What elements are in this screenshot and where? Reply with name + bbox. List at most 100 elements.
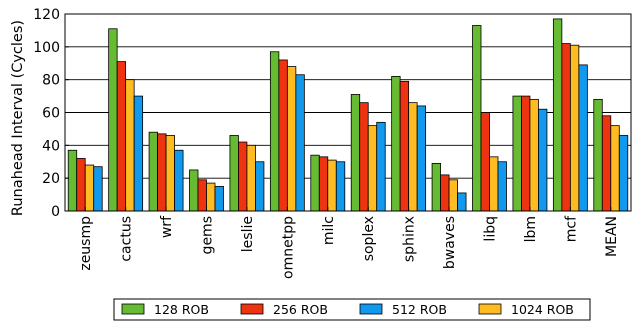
bar-group-bwaves: [431, 162, 467, 212]
legend-swatch: [359, 303, 383, 315]
bar-group-libq: [472, 25, 507, 212]
bar-group-gems: [189, 169, 224, 212]
bar-group-omnetpp: [269, 51, 305, 212]
x-tick-label: bwaves: [442, 216, 458, 269]
bar-1024-rob: [408, 102, 418, 212]
y-tick-label: 0: [51, 204, 60, 220]
y-tick-label: 40: [42, 138, 60, 154]
bar-group-wrf: [148, 131, 184, 212]
bar-1024-rob: [327, 159, 337, 212]
bar-512-rob: [376, 121, 386, 212]
bar-256-rob: [601, 115, 612, 212]
bar-1024-rob: [165, 135, 175, 212]
x-tick-label: mcf: [563, 215, 579, 242]
bar-128-rob: [229, 135, 239, 212]
bar-512-rob: [618, 135, 629, 212]
bar-128-rob: [148, 131, 158, 212]
y-tick-label: 120: [33, 7, 60, 23]
bar-group-zeusmp: [67, 149, 103, 212]
legend-item-256-rob: 256 ROB: [240, 302, 328, 317]
y-axis-label: Runahead Interval (Cycles): [10, 20, 26, 216]
bar-group-soplex: [350, 94, 386, 212]
bar-1024-rob: [125, 79, 135, 212]
bar-group-lbm: [512, 95, 548, 212]
x-axis: zeusmp cactus wrf gems leslie omnetpp milc sopl…: [78, 207, 620, 279]
bar-256-rob: [238, 141, 248, 212]
bar-256-rob: [278, 59, 288, 212]
bar-128-rob: [593, 98, 603, 212]
bar-512-rob: [255, 161, 265, 212]
bar-128-rob: [552, 18, 563, 212]
bar-group-cactus: [108, 28, 144, 212]
bar-128-rob: [310, 154, 320, 212]
bar-1024-rob: [367, 125, 378, 212]
bar-512-rob: [93, 166, 103, 212]
bar-group-sphinx: [391, 75, 427, 212]
legend-box: [113, 298, 591, 321]
legend-label: 256 ROB: [273, 302, 328, 317]
legend-swatch: [478, 303, 502, 315]
bar-512-rob: [295, 74, 305, 212]
bar-512-rob: [457, 192, 467, 212]
bar-512-rob: [214, 185, 224, 212]
bar-group-leslie: [229, 135, 265, 212]
bar-1024-rob: [448, 179, 458, 212]
legend-item-512-rob: 512 ROB: [359, 302, 447, 317]
bar-1024-rob: [489, 156, 499, 212]
y-tick-label: 60: [42, 106, 60, 122]
x-tick-label: milc: [321, 216, 337, 245]
legend-item-128-rob: 128 ROB: [121, 302, 209, 317]
bar-256-rob: [440, 174, 450, 212]
legend-swatch: [240, 303, 264, 315]
legend-label: 1024 ROB: [511, 302, 574, 317]
bar-128-rob: [108, 28, 118, 212]
bar-1024-rob: [84, 164, 95, 212]
bar-group-milc: [310, 154, 346, 212]
bar-512-rob: [335, 161, 346, 212]
legend-label: 128 ROB: [154, 302, 209, 317]
bar-256-rob: [561, 43, 571, 212]
x-tick-label: soplex: [361, 216, 377, 261]
bar-512-rob: [174, 149, 184, 212]
bar-128-rob: [189, 169, 199, 212]
x-tick-label: wrf: [159, 215, 175, 238]
y-tick-label: 100: [33, 40, 60, 56]
bar-256-rob: [116, 61, 127, 212]
bar-1024-rob: [286, 66, 297, 212]
x-tick-label: MEAN: [604, 216, 620, 257]
bar-128-rob: [472, 25, 482, 212]
bar-256-rob: [157, 133, 167, 212]
bar-128-rob: [269, 51, 280, 212]
x-tick-label: sphinx: [402, 216, 418, 262]
x-tick-label: libq: [483, 216, 499, 242]
x-tick-label: omnetpp: [280, 216, 296, 279]
bar-1024-rob: [569, 44, 580, 212]
bar-group-mcf: [552, 18, 588, 212]
bar-128-rob: [431, 162, 441, 212]
legend-item-1024-rob: 1024 ROB: [478, 302, 574, 317]
bar-256-rob: [76, 158, 86, 212]
bar-256-rob: [197, 179, 207, 212]
bar-group-mean: [593, 98, 629, 212]
bar-512-rob: [133, 95, 144, 212]
y-axis: 0 20 40 60 80 100 120: [33, 7, 69, 220]
bar-512-rob: [497, 161, 507, 212]
bar-128-rob: [391, 75, 401, 212]
legend-label: 512 ROB: [392, 302, 447, 317]
bar-256-rob: [399, 80, 410, 212]
bar-128-rob: [512, 95, 522, 212]
bar-1024-rob: [529, 98, 539, 212]
bar-1024-rob: [246, 144, 256, 212]
bar-256-rob: [480, 112, 490, 212]
legend: 128 ROB 256 ROB 512 ROB 1024 ROB: [113, 298, 591, 321]
bar-groups: [67, 18, 629, 212]
legend-swatch: [121, 303, 145, 315]
bar-1024-rob: [610, 125, 620, 212]
y-tick-label: 80: [42, 73, 60, 89]
x-tick-label: gems: [200, 216, 216, 254]
bar-256-rob: [359, 102, 369, 212]
x-tick-label: cactus: [119, 216, 135, 262]
bar-256-rob: [521, 95, 531, 212]
bar-128-rob: [67, 149, 78, 212]
